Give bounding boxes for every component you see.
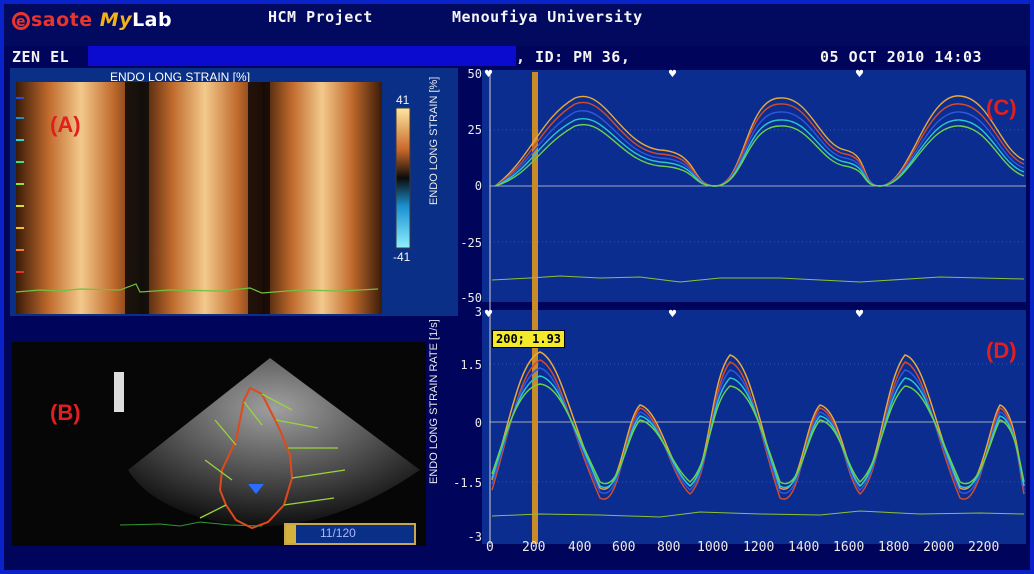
redaction-bar bbox=[88, 46, 516, 66]
institution-title: Menoufiya University bbox=[452, 8, 643, 26]
frame-progress-marker[interactable] bbox=[286, 525, 296, 543]
colorbar-min-label: -41 bbox=[393, 250, 411, 264]
panel-d-ytick: 0 bbox=[474, 416, 482, 430]
panel-d-ylabel: ENDO LONG STRAIN RATE [1/s] bbox=[428, 319, 440, 484]
panel-c-label: (C) bbox=[986, 95, 1017, 120]
x-tick: 400 bbox=[568, 540, 592, 555]
x-tick: 1400 bbox=[788, 540, 820, 555]
patient-id: , ID: PM 36, bbox=[516, 48, 631, 66]
svg-text:♥: ♥ bbox=[855, 309, 864, 320]
x-tick: 1000 bbox=[697, 540, 729, 555]
x-tick: 1200 bbox=[743, 540, 775, 555]
x-tick: 1800 bbox=[878, 540, 910, 555]
x-tick: 2000 bbox=[923, 540, 955, 555]
panel-d-ytick: 3 bbox=[474, 305, 482, 319]
svg-text:♥: ♥ bbox=[484, 309, 493, 320]
panel-d-ytick: -1.5 bbox=[453, 476, 482, 490]
frame-counter-bar[interactable]: 11/120 bbox=[284, 523, 416, 545]
panel-c-ytick: -50 bbox=[460, 291, 482, 305]
panel-c-ytick: 50 bbox=[467, 67, 482, 81]
exam-datetime: 05 OCT 2010 14:03 bbox=[820, 48, 983, 66]
brand-logo: e saote MyLab bbox=[12, 9, 172, 31]
x-tick: 1600 bbox=[833, 540, 865, 555]
panel-b-label: (B) bbox=[50, 400, 81, 425]
colorbar-max-label: 41 bbox=[396, 93, 410, 107]
x-tick: 800 bbox=[657, 540, 681, 555]
panel-c-ylabel: ENDO LONG STRAIN [%] bbox=[428, 76, 440, 205]
panel-a-title: ENDO LONG STRAIN [%] bbox=[110, 70, 251, 84]
x-tick: 600 bbox=[612, 540, 636, 555]
panel-c-ytick: 0 bbox=[474, 179, 482, 193]
svg-text:♥: ♥ bbox=[855, 69, 864, 80]
cursor-readout: 200; 1.93 bbox=[492, 330, 566, 348]
panel-a-label: (A) bbox=[50, 112, 81, 137]
panel-c-ytick: 25 bbox=[467, 123, 482, 137]
svg-text:♥: ♥ bbox=[668, 69, 677, 80]
project-title: HCM Project bbox=[268, 8, 373, 26]
x-tick: 200 bbox=[522, 540, 546, 555]
title-bar bbox=[4, 4, 1030, 46]
panel-c-ytick: -25 bbox=[460, 236, 482, 250]
x-tick: 0 bbox=[486, 540, 494, 555]
svg-text:♥: ♥ bbox=[484, 69, 493, 80]
x-tick: 2200 bbox=[968, 540, 1000, 555]
frame-counter-text: 11/120 bbox=[320, 526, 356, 540]
panel-d-ytick: 1.5 bbox=[460, 358, 482, 372]
panel-d-ytick: -3 bbox=[467, 530, 482, 544]
svg-text:♥: ♥ bbox=[668, 309, 677, 320]
panel-d-label: (D) bbox=[986, 338, 1017, 363]
patient-name: ZEN EL bbox=[12, 48, 70, 66]
